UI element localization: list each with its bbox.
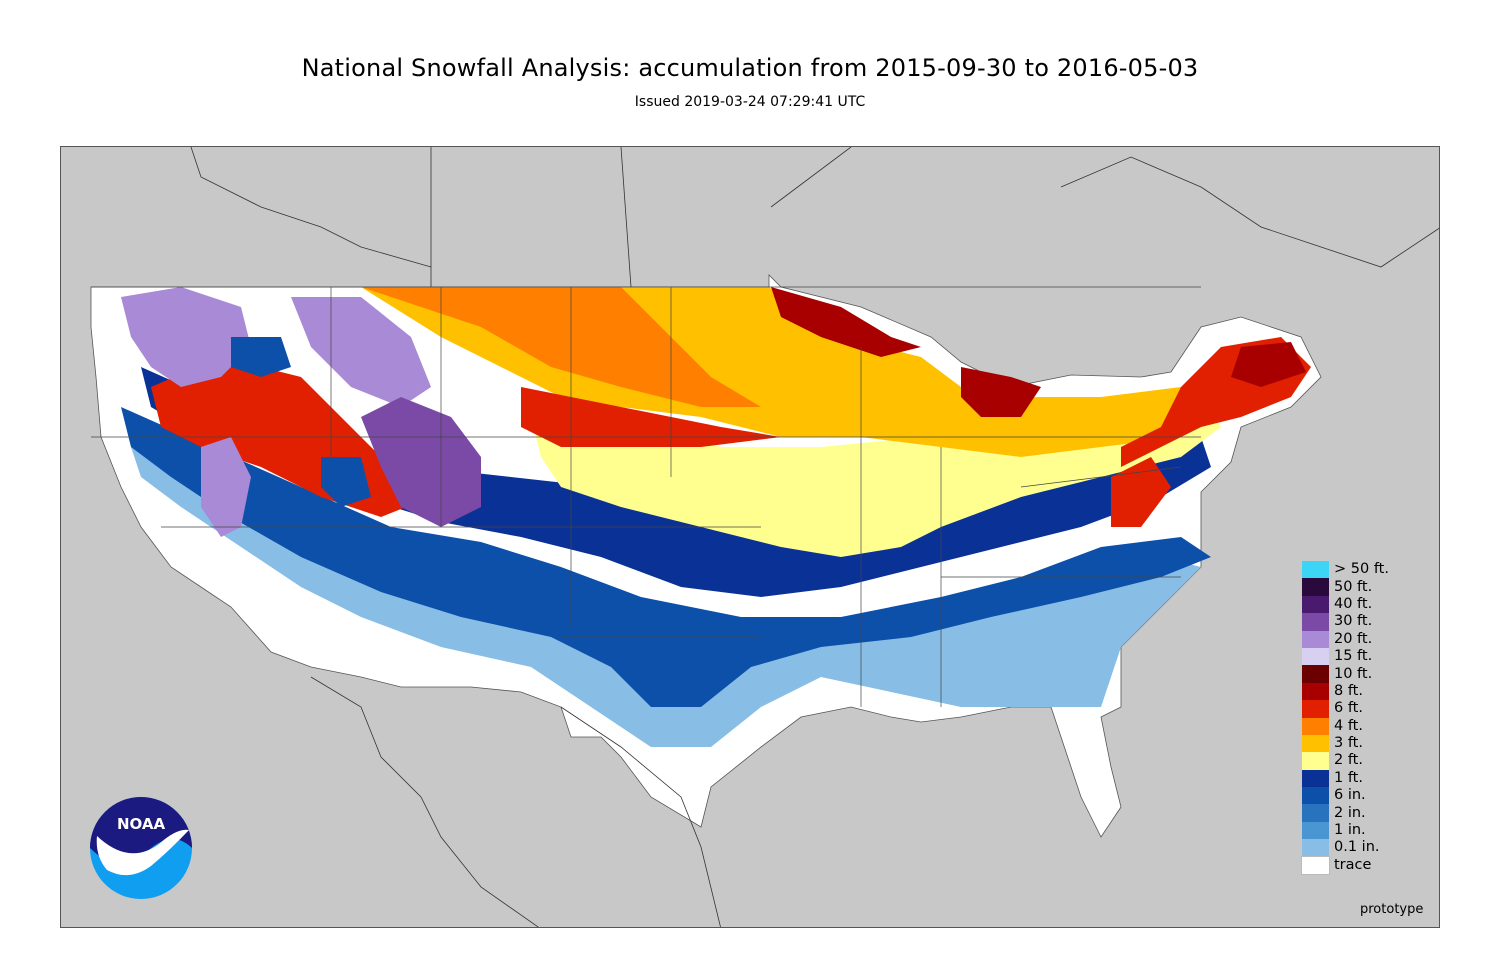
zone-red-mi (961, 367, 1041, 417)
legend-label: 8 ft. (1334, 682, 1363, 699)
legend-label: trace (1334, 856, 1372, 873)
legend-label: 2 ft. (1334, 752, 1363, 769)
zone-red-appal (1111, 457, 1171, 527)
legend-item: 50 ft. (1302, 578, 1389, 596)
legend-swatch (1302, 839, 1329, 857)
legend-swatch (1302, 630, 1329, 648)
zone-red-ne-dark (1231, 342, 1306, 387)
legend-swatch (1302, 804, 1329, 822)
legend-label: 1 ft. (1334, 769, 1363, 786)
legend-item: 15 ft. (1302, 647, 1389, 666)
legend-swatch (1302, 787, 1329, 805)
legend-swatch (1302, 665, 1329, 683)
legend-item: 1 ft. (1302, 769, 1389, 788)
legend-item: 2 in. (1302, 804, 1389, 822)
legend-item: 30 ft. (1302, 613, 1389, 631)
legend-item: 40 ft. (1302, 595, 1389, 614)
legend-swatch (1302, 613, 1329, 631)
legend-item: 2 ft. (1302, 752, 1389, 770)
legend-item: 20 ft. (1302, 630, 1389, 648)
legend-label: 1 in. (1334, 822, 1366, 839)
zone-red (771, 287, 921, 357)
snowfall-map (60, 146, 1440, 928)
zone-purple-4 (201, 437, 251, 537)
legend-item: 10 ft. (1302, 665, 1389, 683)
legend-item: 6 ft. (1302, 700, 1389, 718)
issued-timestamp: Issued 2019-03-24 07:29:41 UTC (634, 94, 866, 110)
legend-item: 8 ft. (1302, 682, 1389, 701)
legend-swatch (1302, 561, 1329, 579)
legend-swatch (1302, 769, 1329, 788)
legend-swatch (1302, 717, 1329, 735)
prototype-label: prototype (1360, 902, 1424, 917)
legend-item: 6 in. (1302, 787, 1389, 805)
legend-label: 6 in. (1334, 787, 1366, 804)
legend: > 50 ft. 50 ft. 40 ft. 30 ft. 20 ft. 15 ft. 10… (1301, 561, 1389, 876)
legend-swatch (1302, 578, 1329, 596)
zone-purple-1 (121, 287, 251, 387)
legend-item: 1 in. (1302, 821, 1389, 840)
country-borders (190, 147, 1439, 927)
map-canvas (90, 147, 1439, 927)
zone-light (131, 447, 1201, 747)
legend-label: 3 ft. (1334, 735, 1363, 752)
map-title: National Snowfall Analysis: accumulation… (301, 54, 1199, 82)
legend-item: trace (1301, 855, 1389, 876)
legend-swatch (1302, 682, 1329, 701)
legend-item: 4 ft. (1302, 717, 1389, 735)
zone-orange4 (361, 287, 761, 407)
legend-label: 50 ft. (1334, 578, 1373, 595)
legend-swatch (1301, 855, 1330, 876)
legend-swatch (1302, 595, 1329, 614)
logo-text: NOAA (117, 815, 166, 833)
legend-label: 6 ft. (1334, 700, 1363, 717)
zone-red-plains (521, 387, 781, 447)
legend-swatch (1302, 734, 1329, 753)
legend-item: > 50 ft. (1302, 561, 1389, 579)
legend-swatch (1302, 821, 1329, 840)
zone-darkblue-west (231, 337, 291, 377)
legend-label: 15 ft. (1334, 648, 1373, 665)
state-lines (91, 286, 1201, 707)
legend-swatch (1302, 647, 1329, 666)
legend-item: 3 ft. (1302, 734, 1389, 753)
legend-label: 10 ft. (1334, 665, 1373, 682)
legend-label: 2 in. (1334, 804, 1366, 821)
legend-item: 0.1 in. (1302, 839, 1389, 857)
zone-blue (121, 407, 1211, 707)
legend-label: 0.1 in. (1334, 839, 1380, 856)
legend-label: 4 ft. (1334, 717, 1363, 734)
zone-purple-2 (291, 297, 431, 407)
legend-label: 40 ft. (1334, 595, 1373, 612)
zone-purple-3 (361, 397, 481, 527)
legend-label: 20 ft. (1334, 630, 1373, 647)
noaa-logo: NOAA (90, 797, 192, 899)
legend-swatch (1302, 752, 1329, 770)
legend-swatch (1302, 700, 1329, 718)
legend-label: 30 ft. (1334, 613, 1373, 630)
legend-label: > 50 ft. (1334, 561, 1389, 578)
zone-darkblue-ut (321, 457, 371, 507)
